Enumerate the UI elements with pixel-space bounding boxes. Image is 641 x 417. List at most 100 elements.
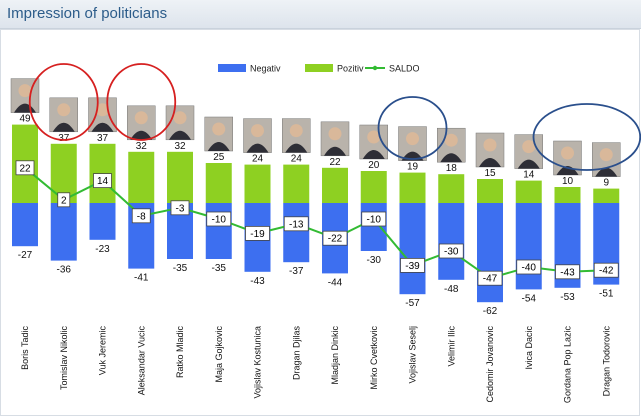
negative-bar-dragan-djilas	[283, 203, 310, 263]
category-label-dragan-todorovic: Dragan Todorovic	[601, 326, 611, 397]
negative-bar-mirko-cvetkovic	[360, 203, 387, 251]
portrait-icon-tomislav-nikolic	[49, 97, 78, 133]
legend: Negativ Pozitiv SALDO	[218, 64, 420, 74]
category-label-gordana-pop-lazic: Gordana Pop Lazic	[563, 326, 573, 404]
saldo-label-box-ivica-dacic	[516, 259, 542, 275]
negative-bar-cedomir-jovanovic	[477, 203, 503, 303]
positive-value-label-tomislav-nikolic: 37	[58, 133, 70, 144]
saldo-value-label-dragan-djilas: -13	[289, 219, 304, 230]
category-label-maja-gojkovic: Maja Gojkovic	[214, 326, 224, 383]
positive-bar-gordana-pop-lazic	[554, 187, 581, 203]
category-label-vojislav-seselj: Vojislav Seselj	[408, 326, 418, 384]
negative-value-label-vuk-jeremic: -23	[95, 244, 110, 255]
saldo-value-label-vojislav-seselj: -39	[405, 261, 420, 272]
saldo-label-box-cedomir-jovanovic	[477, 270, 503, 286]
saldo-label-box-boris-tadic	[15, 160, 35, 176]
negative-bar-vojislav-seselj	[399, 203, 426, 295]
saldo-label-box-aleksandar-vucic	[131, 208, 151, 224]
category-label-dragan-djilas: Dragan Djilas	[291, 326, 301, 381]
negative-bar-ivica-dacic	[515, 203, 542, 290]
page-title: Impression of politicians	[7, 5, 168, 22]
positive-value-label-ivica-dacic: 14	[523, 170, 535, 181]
category-label-vojislav-kostunica: Vojislav Kostunica	[253, 326, 263, 399]
saldo-label-box-dragan-todorovic	[593, 262, 619, 278]
positive-value-label-ratko-mladic: 32	[174, 141, 186, 152]
highlight-ellipse-2	[106, 63, 177, 141]
portrait-icon-cedomir-jovanovic	[475, 132, 505, 168]
legend-label-negativ: Negativ	[250, 64, 281, 74]
positive-bar-vojislav-seselj	[399, 172, 426, 203]
saldo-label-box-vojislav-kostunica	[245, 225, 270, 241]
negative-bar-vuk-jeremic	[89, 203, 116, 240]
positive-value-label-vuk-jeremic: 37	[97, 133, 109, 144]
saldo-value-label-ratko-mladic: -3	[176, 203, 185, 214]
saldo-label-box-vojislav-seselj	[400, 257, 425, 273]
legend-swatch-negativ	[218, 64, 246, 72]
header-bar: Impression of politicians	[0, 0, 641, 29]
positive-value-label-boris-tadic: 49	[19, 114, 31, 125]
category-labels-group: Boris Tadic Tomislav Nikolic Vuk Jeremic Al…	[20, 326, 611, 404]
negative-bar-velimir-ilic	[438, 203, 465, 280]
category-label-mirko-cvetkovic: Mirko Cvetkovic	[369, 326, 379, 390]
saldo-value-label-mladjan-dinkic: -22	[328, 234, 343, 245]
category-label-velimir-ilic: Velimir Ilic	[446, 326, 456, 367]
saldo-label-box-tomislav-nikolic	[57, 192, 71, 208]
saldo-value-label-vojislav-kostunica: -19	[250, 229, 265, 240]
positive-value-label-gordana-pop-lazic: 10	[562, 176, 574, 187]
negative-value-label-vojislav-kostunica: -43	[250, 276, 265, 287]
saldo-line	[24, 167, 607, 280]
saldo-label-box-dragan-djilas	[283, 216, 309, 232]
highlight-ellipses-group	[28, 63, 641, 171]
saldo-value-label-aleksandar-vucic: -8	[137, 211, 146, 222]
legend-label-pozitiv: Pozitiv	[337, 64, 364, 74]
highlight-ellipse-3	[377, 96, 448, 160]
positive-bar-dragan-djilas	[283, 164, 310, 203]
portrait-icon-vojislav-kostunica	[243, 118, 272, 153]
portrait-icon-mirko-cvetkovic	[359, 124, 388, 160]
positive-bar-maja-gojkovic	[205, 163, 232, 203]
category-label-vuk-jeremic: Vuk Jeremic	[98, 326, 108, 376]
positive-value-label-mladjan-dinkic: 22	[329, 157, 341, 168]
saldo-label-box-mirko-cvetkovic	[361, 211, 387, 227]
legend-label-saldo: SALDO	[389, 64, 420, 74]
positive-bar-dragan-todorovic	[593, 188, 620, 203]
portrait-icon-maja-gojkovic	[204, 116, 233, 152]
positive-value-label-dragan-todorovic: 9	[603, 178, 609, 189]
positive-value-label-maja-gojkovic: 25	[213, 152, 225, 163]
positive-bar-vojislav-kostunica	[244, 164, 271, 203]
positive-bar-mirko-cvetkovic	[360, 171, 387, 203]
negative-bar-maja-gojkovic	[205, 203, 232, 259]
saldo-value-label-gordana-pop-lazic: -43	[560, 267, 575, 278]
category-label-boris-tadic: Boris Tadic	[20, 326, 30, 370]
positive-value-label-cedomir-jovanovic: 15	[484, 168, 496, 179]
portrait-icon-dragan-djilas	[282, 118, 311, 153]
saldo-value-label-cedomir-jovanovic: -47	[483, 274, 498, 285]
portrait-icon-dragan-todorovic	[592, 142, 621, 177]
negative-value-label-boris-tadic: -27	[18, 250, 33, 261]
negative-value-label-mladjan-dinkic: -44	[328, 277, 343, 288]
negative-value-label-dragan-todorovic: -51	[599, 289, 614, 300]
positive-value-label-velimir-ilic: 18	[446, 163, 458, 174]
saldo-value-label-tomislav-nikolic: 2	[61, 195, 67, 206]
saldo-label-box-mladjan-dinkic	[322, 230, 348, 246]
category-label-mladjan-dinkic: Mladjan Dinkic	[330, 326, 340, 385]
saldo-label-box-maja-gojkovic	[206, 211, 232, 227]
negative-value-label-maja-gojkovic: -35	[212, 263, 227, 274]
saldo-value-label-velimir-ilic: -30	[444, 247, 459, 258]
saldo-label-box-vuk-jeremic	[93, 173, 112, 189]
portrait-icon-vuk-jeremic	[88, 97, 117, 133]
category-label-cedomir-jovanovic: Cedomir Jovanovic	[485, 326, 495, 403]
positive-bar-mladjan-dinkic	[322, 167, 348, 203]
negative-value-label-tomislav-nikolic: -36	[57, 265, 72, 276]
category-label-tomislav-nikolic: Tomislav Nikolic	[59, 326, 69, 391]
portrait-icon-mladjan-dinkic	[320, 121, 350, 157]
portrait-icon-aleksandar-vucic	[127, 105, 156, 141]
highlight-ellipse-1	[28, 63, 99, 141]
negative-bar-tomislav-nikolic	[50, 203, 77, 261]
negative-value-label-vojislav-seselj: -57	[405, 298, 420, 309]
saldo-label-box-gordana-pop-lazic	[555, 264, 580, 280]
portrait-icon-vojislav-seselj	[398, 126, 427, 161]
negative-value-label-ivica-dacic: -54	[522, 293, 537, 304]
positive-value-label-vojislav-seselj: 19	[407, 162, 419, 173]
